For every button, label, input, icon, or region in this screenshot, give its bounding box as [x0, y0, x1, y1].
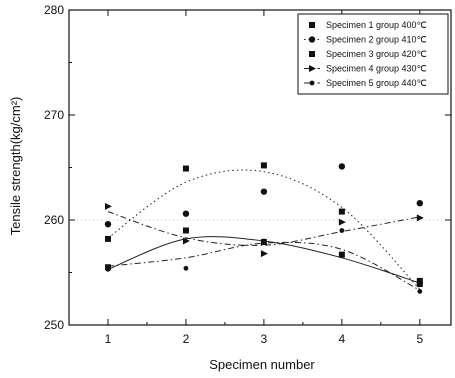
- legend-marker: [309, 51, 315, 57]
- x-tick-label: 2: [183, 332, 190, 346]
- series-2-fit-line: [107, 169, 421, 290]
- series-1-point: [416, 277, 423, 284]
- series-3-point: [260, 162, 267, 169]
- legend-label: Specimen 2 group 410℃: [326, 35, 427, 45]
- legend-marker: [309, 65, 316, 72]
- series-1-point: [338, 251, 345, 258]
- x-tick-label: 5: [416, 332, 423, 346]
- series-5-point: [417, 289, 423, 294]
- legend-label: Specimen 4 group 430℃: [326, 64, 427, 74]
- legend-marker: [308, 36, 316, 43]
- fit-curves: [107, 169, 421, 291]
- legend-box: [297, 13, 449, 95]
- series-4-point: [104, 202, 112, 210]
- series-5-fit-line: [107, 241, 421, 291]
- data-points: [104, 162, 424, 294]
- series-4-point: [260, 250, 268, 258]
- y-tick-label: 280: [44, 3, 64, 17]
- series-4-point: [416, 214, 424, 222]
- y-tick-label: 250: [44, 318, 64, 332]
- series-4-point: [182, 237, 190, 245]
- series-3-point: [416, 281, 423, 288]
- series-3-point: [338, 208, 345, 215]
- x-axis-label: Specimen number: [209, 357, 315, 372]
- series-3-point: [104, 235, 111, 242]
- series-5-point: [261, 238, 267, 244]
- series-4-fit-line: [107, 211, 420, 246]
- series-2-point: [182, 210, 190, 217]
- series-2-point: [416, 200, 424, 207]
- legend-label: Specimen 3 group 420℃: [326, 49, 427, 59]
- legend-marker: [309, 22, 315, 28]
- y-tick-label: 260: [44, 213, 64, 227]
- series-2-point: [260, 188, 268, 195]
- x-tick-label: 1: [105, 332, 112, 346]
- series-5-point: [339, 228, 345, 233]
- legend: Specimen 1 group 400℃ Specimen 2 group 41…: [297, 13, 449, 95]
- x-tick-label: 3: [261, 332, 268, 346]
- y-axis-label: Tensile strength(kg/cm²): [8, 97, 23, 236]
- legend-label: Specimen 1 group 400℃: [326, 20, 427, 30]
- y-tick-label: 270: [44, 108, 64, 122]
- axes: 250 260 270 280 1 2 3 4 5: [44, 3, 452, 346]
- series-2-point: [104, 221, 112, 228]
- series-1-point: [182, 227, 189, 234]
- x-tick-label: 4: [339, 332, 346, 346]
- series-2-point: [338, 163, 346, 170]
- series-4-point: [338, 218, 346, 226]
- series-5-point: [105, 266, 111, 272]
- series-5-point: [183, 265, 189, 271]
- series-3-point: [182, 165, 189, 172]
- legend-label: Specimen 5 group 440℃: [326, 78, 427, 88]
- legend-marker: [309, 80, 315, 86]
